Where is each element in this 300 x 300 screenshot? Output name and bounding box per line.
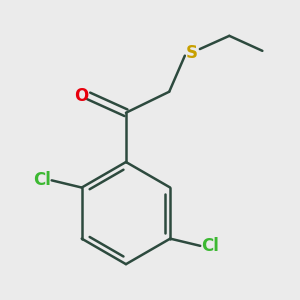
Text: O: O (74, 87, 88, 105)
Text: S: S (186, 44, 198, 62)
Text: Cl: Cl (33, 171, 51, 189)
Text: Cl: Cl (201, 237, 219, 255)
